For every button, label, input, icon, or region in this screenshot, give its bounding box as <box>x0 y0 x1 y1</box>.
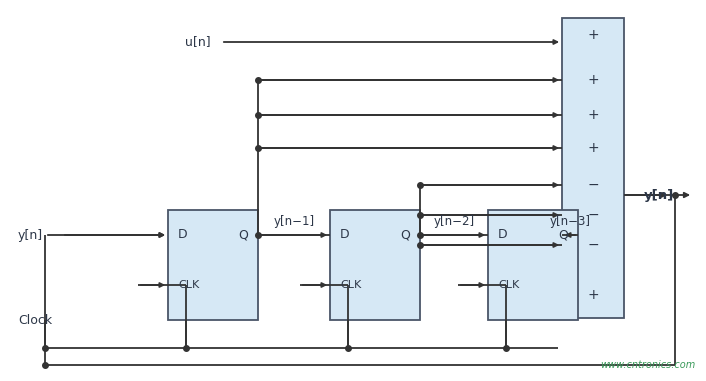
Text: D: D <box>340 229 349 242</box>
Text: CLK: CLK <box>498 280 519 290</box>
Text: Q: Q <box>558 229 568 242</box>
Text: −: − <box>587 208 599 222</box>
Text: u[n]: u[n] <box>185 35 210 48</box>
Text: y[n]: y[n] <box>644 189 674 202</box>
Text: y[n−1]: y[n−1] <box>273 215 315 227</box>
Text: y[n−2]: y[n−2] <box>433 215 474 227</box>
Text: D: D <box>498 229 508 242</box>
Text: www.cntronics.com: www.cntronics.com <box>600 360 695 370</box>
Text: y[n]: y[n] <box>18 229 43 242</box>
Text: Q: Q <box>238 229 248 242</box>
Text: Q: Q <box>400 229 410 242</box>
Text: CLK: CLK <box>178 280 199 290</box>
Text: D: D <box>178 229 188 242</box>
Text: −: − <box>587 178 599 192</box>
Text: CLK: CLK <box>340 280 361 290</box>
Text: +: + <box>587 141 599 155</box>
Text: −: − <box>587 238 599 252</box>
Bar <box>330 210 420 320</box>
Bar <box>488 210 578 320</box>
Text: y[n−3]: y[n−3] <box>549 215 590 227</box>
Text: +: + <box>587 73 599 87</box>
Text: +: + <box>587 108 599 122</box>
Text: Clock: Clock <box>18 314 52 327</box>
Bar <box>562 18 624 318</box>
Text: +: + <box>587 288 599 302</box>
Text: +: + <box>587 28 599 42</box>
Bar <box>168 210 258 320</box>
